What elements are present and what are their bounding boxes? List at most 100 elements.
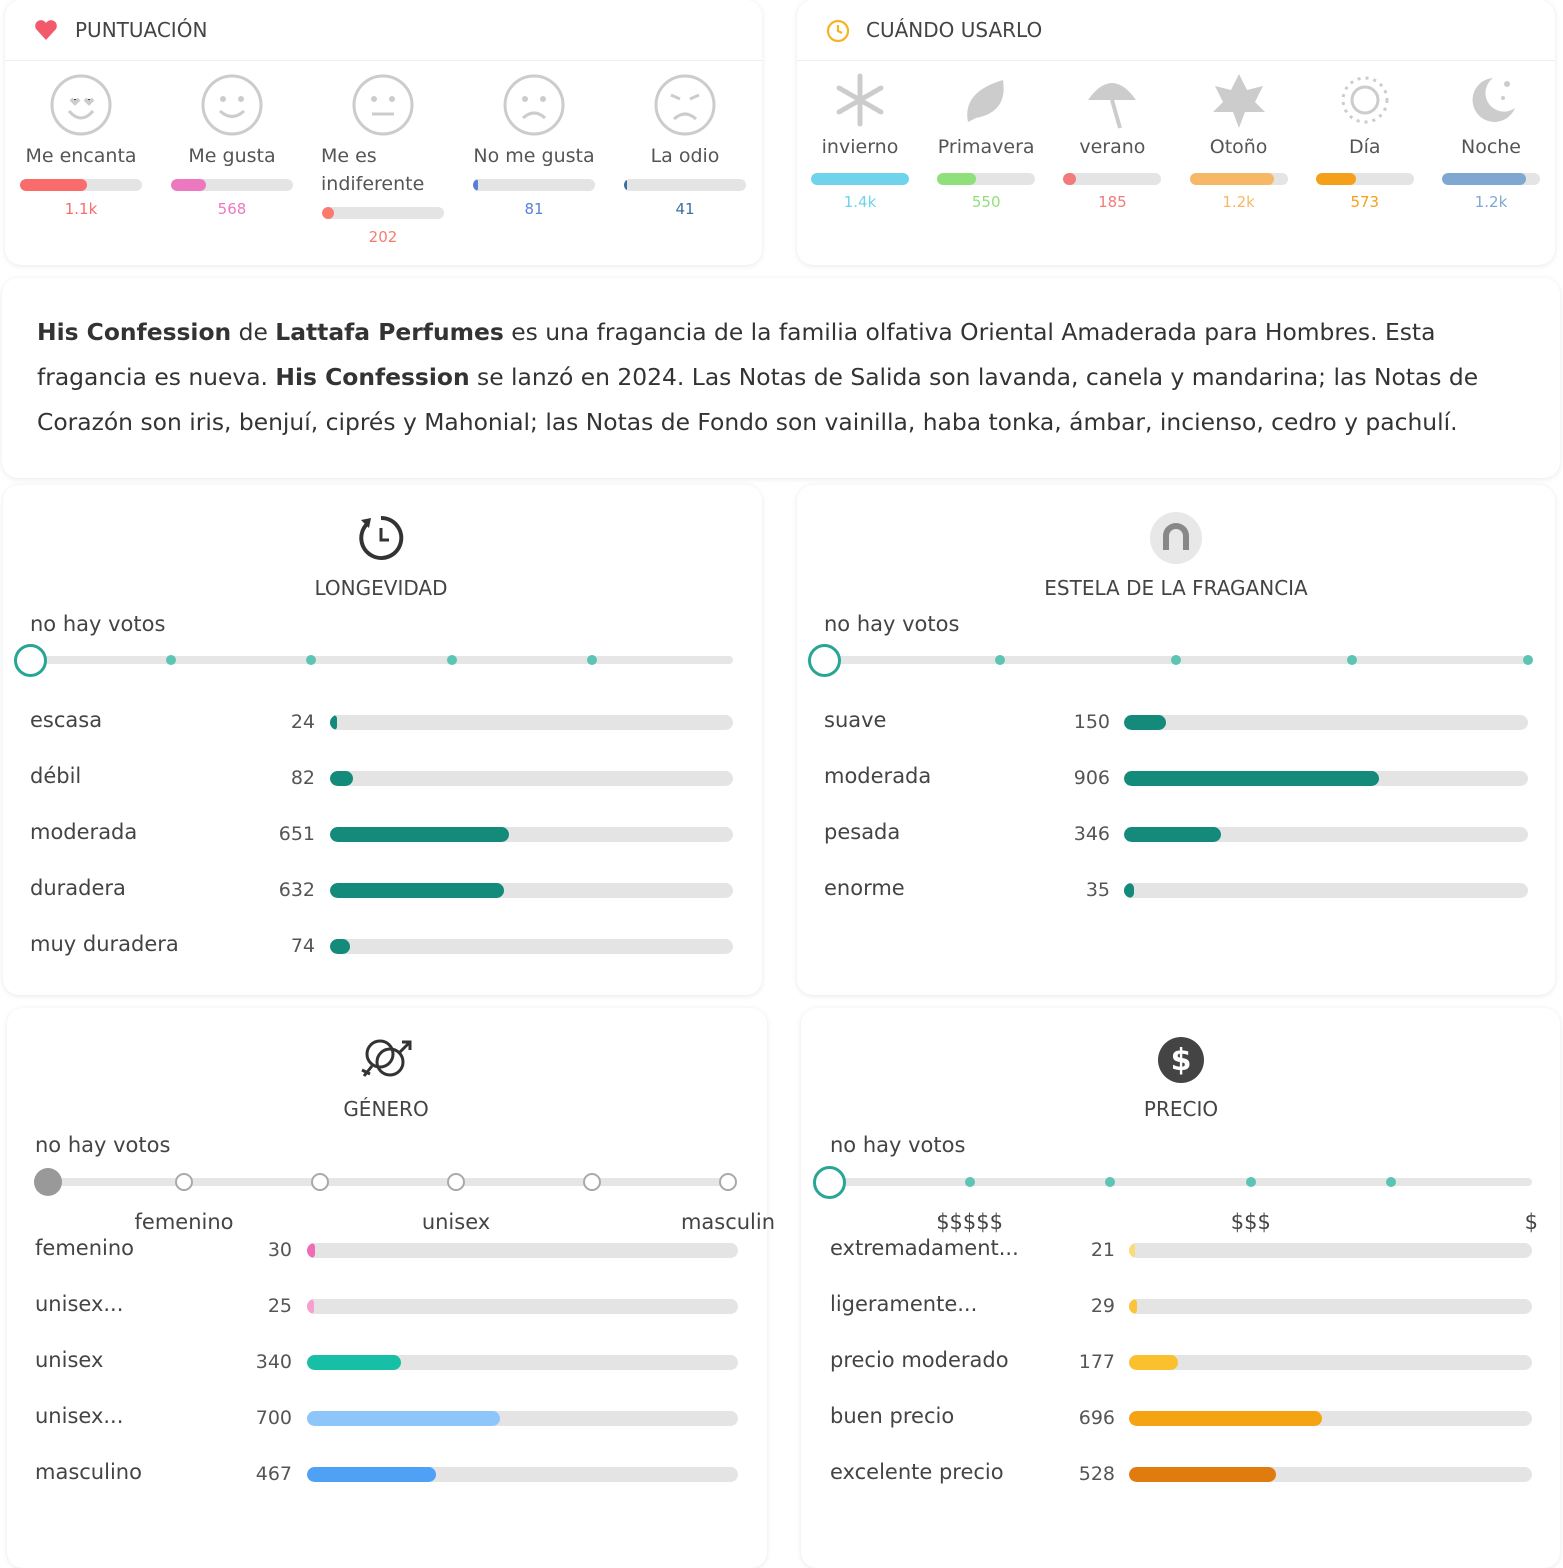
clock-icon — [826, 19, 850, 43]
bar — [937, 173, 976, 185]
slider-knob[interactable] — [14, 644, 47, 677]
face-icon — [201, 74, 263, 136]
bar-track — [171, 179, 293, 191]
row-count: 24 — [290, 711, 315, 733]
bar — [1124, 883, 1134, 898]
bar — [1129, 1243, 1135, 1258]
slider-stop — [165, 655, 176, 665]
slider-stop — [719, 1173, 737, 1191]
bar-track — [811, 173, 909, 185]
brand-text: His Confession — [37, 318, 232, 346]
bar-track — [1129, 1299, 1532, 1314]
brand-text: Lattafa Perfumes — [275, 318, 504, 346]
row-count: 25 — [267, 1295, 292, 1317]
face-icon — [352, 74, 414, 136]
scale-label: $$$$$ — [936, 1210, 1003, 1234]
row-count: 651 — [278, 823, 315, 845]
scale-label: $ — [1524, 1210, 1538, 1234]
row-count: 74 — [290, 935, 315, 957]
bar-track — [1442, 173, 1540, 185]
slider-knob[interactable] — [808, 644, 841, 677]
season-icon — [1472, 78, 1515, 122]
bar-track — [1129, 1355, 1532, 1370]
bar-track — [20, 179, 142, 191]
card — [797, 0, 1555, 265]
season-label: Primavera — [937, 136, 1035, 158]
card — [7, 1008, 767, 1568]
bar-track — [1129, 1243, 1532, 1258]
slider-stop — [964, 1177, 975, 1187]
slider-stop — [1171, 655, 1181, 665]
rating-label: No me gusta — [473, 145, 595, 167]
rating-label: Me gusta — [188, 145, 276, 167]
no-votes: no hay votos — [35, 1133, 171, 1157]
slider-stop — [1523, 655, 1533, 665]
season-label: verano — [1079, 136, 1146, 158]
slider-knob[interactable] — [34, 1168, 62, 1196]
card — [2, 278, 1560, 478]
bar — [1124, 771, 1379, 786]
bar-track — [307, 1411, 738, 1426]
row-count: 29 — [1090, 1295, 1115, 1317]
row-count: 346 — [1073, 823, 1110, 845]
slider-stop — [1105, 1177, 1116, 1187]
bar — [1124, 715, 1167, 730]
bar-track — [1124, 771, 1528, 786]
section-title: PUNTUACIÓN — [75, 18, 208, 42]
season-icon — [836, 73, 884, 127]
card — [3, 485, 762, 995]
slider-stop — [995, 655, 1005, 665]
slider-track — [48, 1178, 728, 1186]
slider-stop — [583, 1173, 601, 1191]
row-label: unisex... — [35, 1292, 124, 1316]
panel-title: ESTELA DE LA FRAGANCIA — [1044, 576, 1308, 600]
bar — [330, 771, 353, 786]
face-icon — [50, 74, 112, 136]
slider-stop — [306, 655, 317, 665]
slider-stop — [446, 655, 457, 665]
description: His Confession de Lattafa Perfumes es un… — [37, 310, 1537, 445]
panel-icon — [361, 1039, 412, 1077]
bar — [1189, 173, 1274, 185]
count-label: 41 — [675, 200, 695, 218]
no-votes: no hay votos — [830, 1133, 966, 1157]
bar — [171, 179, 206, 191]
row-count: 21 — [1090, 1239, 1115, 1261]
bar-track — [1063, 173, 1162, 185]
description-text: es una fragancia de la familia olfativa … — [37, 318, 1436, 391]
bar-track — [1124, 827, 1528, 842]
bar-track — [1124, 883, 1528, 898]
bar-track — [307, 1467, 738, 1482]
bar — [20, 179, 88, 191]
bar — [330, 883, 505, 898]
scale-label: $$$ — [1230, 1210, 1271, 1234]
slider-stop — [587, 655, 598, 665]
bar-track — [473, 179, 595, 191]
bar-track — [624, 179, 746, 191]
row-count: 528 — [1078, 1463, 1115, 1485]
rating-label: La odio — [650, 145, 720, 167]
svg-text:$: $ — [1171, 1043, 1192, 1078]
panel-icon — [359, 515, 404, 560]
bar — [624, 179, 627, 191]
row-count: 177 — [1078, 1351, 1115, 1373]
row-count: 700 — [255, 1407, 292, 1429]
row-count: 906 — [1073, 767, 1110, 789]
count-label: 550 — [971, 193, 1001, 211]
season-label: Día — [1349, 136, 1381, 158]
face-icon — [503, 74, 565, 136]
slider-knob[interactable] — [813, 1166, 846, 1199]
bar-track — [307, 1355, 738, 1370]
row-label: suave — [824, 708, 887, 732]
slider-stop — [311, 1173, 329, 1191]
count-label: 1.1k — [64, 200, 98, 218]
card — [801, 1008, 1560, 1568]
row-label: extremadament... — [830, 1236, 1019, 1260]
count-label: 202 — [368, 228, 398, 246]
row-label: pesada — [824, 820, 901, 844]
face-icon — [654, 74, 716, 136]
bar-track — [937, 173, 1036, 185]
season-icon — [967, 80, 1004, 122]
row-count: 696 — [1078, 1407, 1115, 1429]
